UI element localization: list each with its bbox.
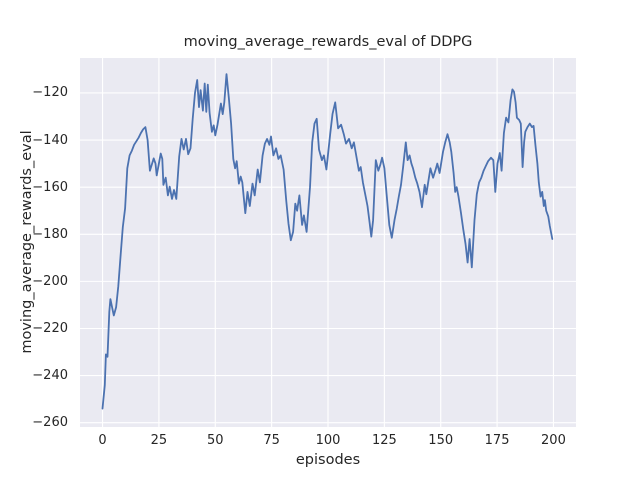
y-tick-label: −120: [32, 85, 68, 101]
series-line: [101, 73, 554, 410]
x-tick-label: 25: [150, 433, 168, 448]
x-tick-label: 175: [484, 433, 510, 448]
x-axis-label: episodes: [295, 452, 361, 468]
x-tick-label: 125: [371, 433, 397, 448]
y-tick-label: −180: [32, 226, 68, 242]
y-tick-label: −240: [32, 368, 68, 384]
y-tick-label: −260: [32, 415, 68, 431]
x-tick-label: 200: [541, 433, 566, 448]
chart-title: moving_average_rewards_eval of DDPG: [183, 34, 473, 50]
x-tick-label: 50: [206, 433, 224, 448]
y-tick-label: −140: [32, 132, 68, 148]
y-tick-label: −200: [32, 273, 68, 289]
y-tick-label: −220: [32, 320, 68, 336]
y-tick-label: −160: [32, 179, 68, 195]
x-tick-label: 0: [98, 433, 107, 448]
x-tick-label: 150: [428, 433, 454, 448]
x-tick-label: 75: [263, 433, 280, 448]
x-tick-label: 100: [315, 433, 341, 448]
